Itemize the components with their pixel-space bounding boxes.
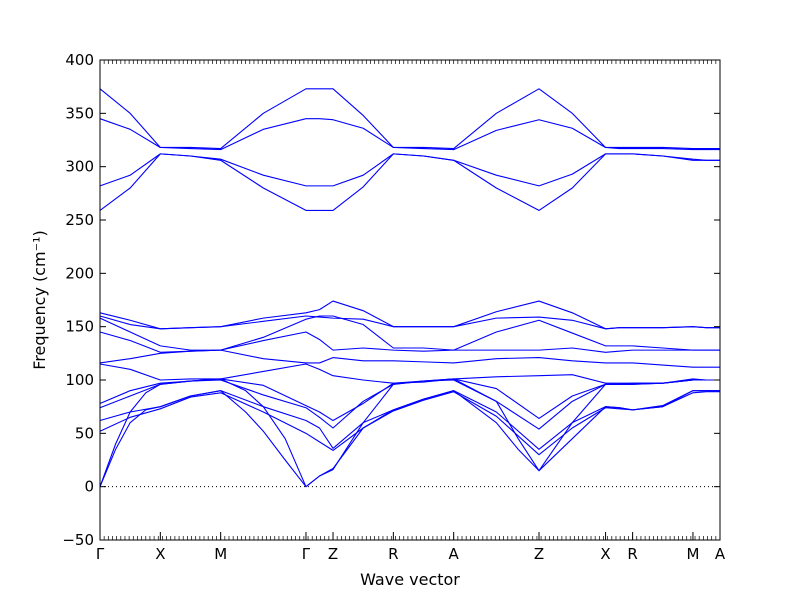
y-axis-ticks: −50 0 50 100 150 200 250 300 350 400 [62,51,720,549]
band-line-15 [99,390,720,488]
band-line-1 [99,88,720,150]
x-tick-label: R [388,545,398,563]
bands-layer [99,88,720,488]
band-line-2 [99,118,720,151]
x-tick-label: X [600,545,610,563]
plot-frame [99,59,721,541]
y-tick-label: 400 [65,51,94,69]
y-tick-label: 100 [65,371,94,389]
band-line-9 [99,349,720,368]
y-tick-label: 50 [75,424,94,442]
x-tick-label: X [155,545,165,563]
x-tick-label: A [449,545,460,563]
band-line-16 [99,378,720,488]
y-tick-label: 0 [84,478,94,496]
y-tick-label: 200 [65,264,94,282]
x-tick-label: M [214,545,227,563]
band-line-6 [99,315,720,330]
y-tick-label: 250 [65,211,94,229]
x-tick-label: Z [534,545,544,563]
y-tick-label: 350 [65,104,94,122]
x-tick-label: Γ [96,545,105,563]
band-line-4 [99,153,720,211]
x-tick-label: M [686,545,699,563]
y-axis-label: Frequency (cm⁻¹) [30,230,49,369]
x-axis-label: Wave vector [360,570,460,589]
y-tick-label: 300 [65,158,94,176]
x-tick-label: Z [328,545,338,563]
x-tick-label: Γ [302,545,311,563]
y-tick-label: 150 [65,318,94,336]
y-tick-label: −50 [62,531,94,549]
x-tick-label: R [627,545,637,563]
x-tick-label: A [715,545,726,563]
